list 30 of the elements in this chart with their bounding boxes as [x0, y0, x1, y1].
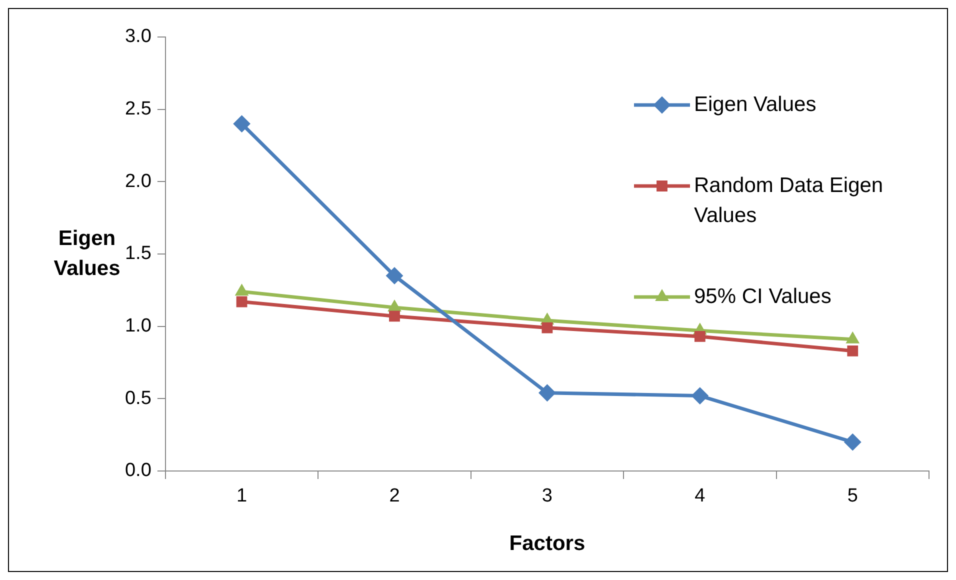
x-tick-label: 3 [542, 486, 552, 507]
point [235, 284, 248, 296]
x-axis-title: Factors [509, 532, 586, 556]
y-tick-label: 3.0 [124, 26, 152, 48]
legend-label: Eigen Values [694, 92, 816, 116]
x-tick-label: 1 [236, 486, 248, 507]
x-tick-label: 5 [847, 486, 858, 507]
y-tick-label: 1.5 [124, 243, 152, 264]
point [847, 345, 858, 356]
point [236, 296, 248, 308]
x-tick-label: 2 [389, 486, 400, 507]
y-tick-label: 2.0 [124, 170, 152, 192]
y-tick-label: 0.5 [124, 388, 152, 409]
point [691, 387, 708, 404]
point [846, 332, 860, 344]
y-axis-title: Eigen Values [54, 226, 120, 280]
point [389, 310, 400, 322]
point [233, 115, 250, 132]
legend-label: 95% CI Values [694, 284, 832, 308]
legend-label: Random Data Eigen Values [694, 174, 884, 227]
y-tick-label: 0.0 [124, 460, 152, 482]
y-tick-label: 2.5 [124, 98, 152, 120]
point [694, 331, 706, 342]
point [538, 384, 556, 402]
point [844, 434, 862, 451]
y-tick-label: 1.0 [124, 316, 152, 337]
point [388, 300, 402, 312]
point [386, 267, 403, 284]
x-tick-label: 4 [694, 486, 706, 507]
point [542, 322, 553, 334]
